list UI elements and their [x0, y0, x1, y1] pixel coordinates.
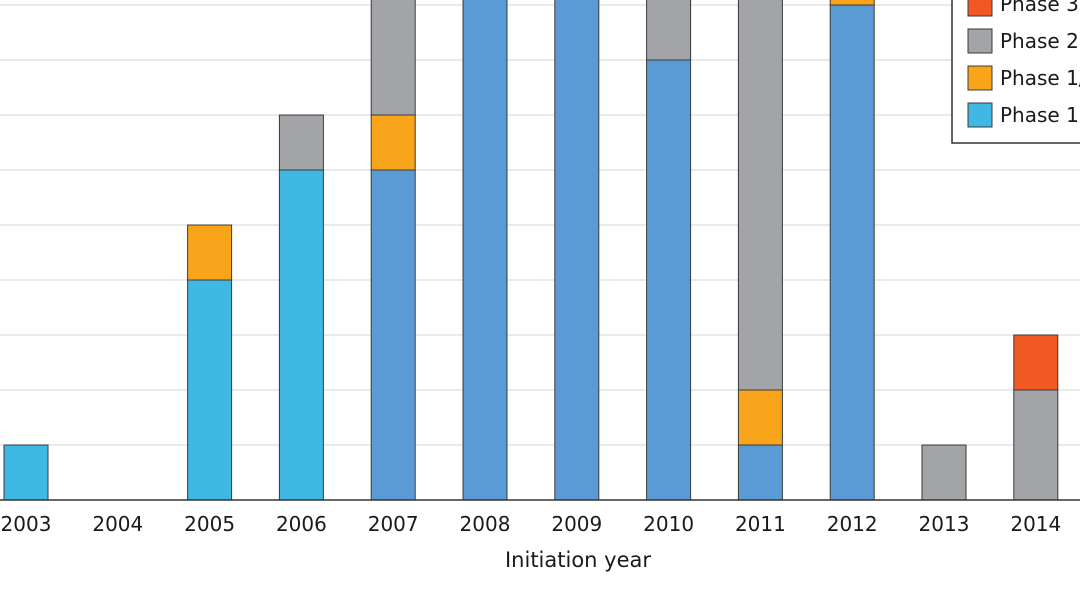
- x-tick-label: 2014: [1010, 512, 1061, 536]
- legend-label: Phase 1: [1000, 103, 1079, 127]
- bar-segment-2005-phase-1: [187, 279, 233, 501]
- bar-segment-2013-phase-2: [921, 444, 967, 501]
- x-axis-title: Initiation year: [505, 548, 651, 572]
- x-tick-label: 2009: [551, 512, 602, 536]
- x-tick-label: 2005: [184, 512, 235, 536]
- bar-segment-2012-phase-1-blue-: [829, 4, 875, 501]
- bar-segment-2008-phase-1-blue-: [462, 0, 508, 501]
- x-tick-label: 2012: [827, 512, 878, 536]
- bar-segment-2005-phase-1-: [187, 224, 233, 281]
- bar-segment-2010-phase-1-blue-: [646, 59, 692, 501]
- bar-segment-2014-phase-3: [1013, 334, 1059, 391]
- legend: Phase 3 Phase 2 Phase 1/Phase 1: [951, 0, 1080, 144]
- x-tick-label: 2004: [92, 512, 143, 536]
- x-tick-label: 2013: [919, 512, 970, 536]
- bar-segment-2011-phase-2: [737, 0, 783, 391]
- gridlines: [0, 4, 1080, 446]
- bar-segment-2006-phase-2: [278, 114, 324, 171]
- bar-segment-2009-phase-1-blue-: [554, 0, 600, 501]
- bar-segment-2010-phase-2: [646, 0, 692, 61]
- legend-swatch: [967, 28, 993, 54]
- bar-segment-2007-phase-1-: [370, 114, 416, 171]
- legend-swatch: [967, 102, 993, 128]
- x-tick-label: 2008: [460, 512, 511, 536]
- bar-segment-2011-phase-1-blue-: [737, 444, 783, 501]
- bar-segment-2003-phase-1: [3, 444, 49, 501]
- x-tick-label: 2003: [1, 512, 52, 536]
- x-tick-label: 2010: [643, 512, 694, 536]
- x-tick-labels: 2003 2004 2005 2006 2007 2008 2009 2010 2011 2012…: [1, 512, 1062, 536]
- x-tick-label: 2006: [276, 512, 327, 536]
- legend-swatch: [967, 65, 993, 91]
- legend-label: Phase 1/: [1000, 66, 1080, 90]
- x-tick-label: 2011: [735, 512, 786, 536]
- bar-segment-2014-phase-2: [1013, 389, 1059, 501]
- bar-segment-2006-phase-1: [278, 169, 324, 501]
- legend-label: Phase 3: [1000, 0, 1079, 16]
- bar-segment-2012-phase-1-: [829, 0, 875, 6]
- bars: [3, 0, 1059, 501]
- legend-swatch: [967, 0, 993, 17]
- bar-segment-2011-phase-1-: [737, 389, 783, 446]
- legend-label: Phase 2: [1000, 29, 1079, 53]
- bar-segment-2007-phase-2: [370, 0, 416, 116]
- bar-segment-2007-phase-1-blue-: [370, 169, 416, 501]
- x-tick-label: 2007: [368, 512, 419, 536]
